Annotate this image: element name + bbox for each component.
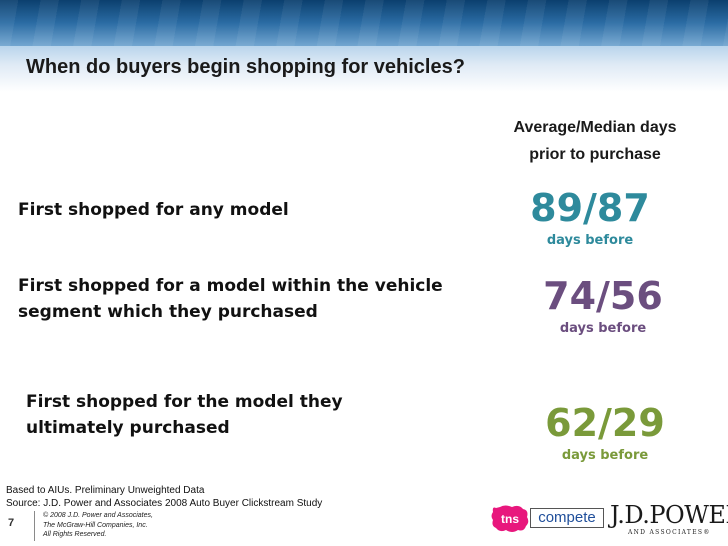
row-label-line1: First shopped for any model — [18, 200, 289, 220]
stat-unit: days before — [559, 321, 647, 336]
copyright-line3: All Rights Reserved. — [43, 531, 107, 538]
compete-logo: compete — [530, 508, 604, 528]
row-label-segment: First shopped for a model within the veh… — [18, 273, 443, 325]
copyright-notice: © 2008 J.D. Power and Associates, The Mc… — [43, 511, 153, 540]
row-value-model: 62/29 days before — [530, 403, 680, 465]
row-label-model: First shopped for the model they ultimat… — [26, 389, 343, 441]
source-line1: Based to AIUs. Preliminary Unweighted Da… — [6, 485, 205, 496]
jdpower-logo: J.D.POWER AND ASSOCIATES® — [610, 500, 728, 542]
row-value-segment: 74/56 days before — [528, 276, 678, 338]
copyright-line1: © 2008 J.D. Power and Associates, — [43, 512, 153, 519]
row-label-line2: ultimately purchased — [26, 418, 230, 438]
jdpower-logo-subtext: AND ASSOCIATES® — [628, 529, 711, 536]
row-label-any-model: First shopped for any model — [18, 197, 289, 223]
stat-unit: days before — [546, 233, 634, 248]
source-note: Based to AIUs. Preliminary Unweighted Da… — [6, 484, 322, 510]
row-label-line2: segment which they purchased — [18, 302, 318, 322]
header-banner — [0, 0, 728, 50]
stat-value: 62/29 — [545, 401, 665, 445]
page-number: 7 — [8, 517, 15, 529]
stat-unit: days before — [561, 448, 649, 463]
column-header: Average/Median days prior to purchase — [490, 114, 700, 168]
copyright-line2: The McGraw-Hill Companies, Inc. — [43, 521, 148, 529]
source-line2: Source: J.D. Power and Associates 2008 A… — [6, 498, 323, 509]
column-header-line2: prior to purchase — [529, 146, 661, 163]
stat-value: 74/56 — [543, 274, 663, 318]
title-band — [0, 46, 728, 92]
row-value-any-model: 89/87 days before — [515, 188, 665, 250]
footer-divider — [34, 511, 35, 541]
jdpower-logo-text: J.D.POWER — [610, 501, 728, 529]
tns-logo-text: tns — [501, 512, 519, 526]
column-header-line1: Average/Median days — [513, 119, 677, 136]
row-label-line1: First shopped for a model within the veh… — [18, 276, 443, 296]
row-label-line1: First shopped for the model they — [26, 392, 343, 412]
slide-title: When do buyers begin shopping for vehicl… — [26, 56, 465, 78]
tns-logo: tns — [490, 504, 530, 534]
stat-value: 89/87 — [530, 186, 650, 230]
